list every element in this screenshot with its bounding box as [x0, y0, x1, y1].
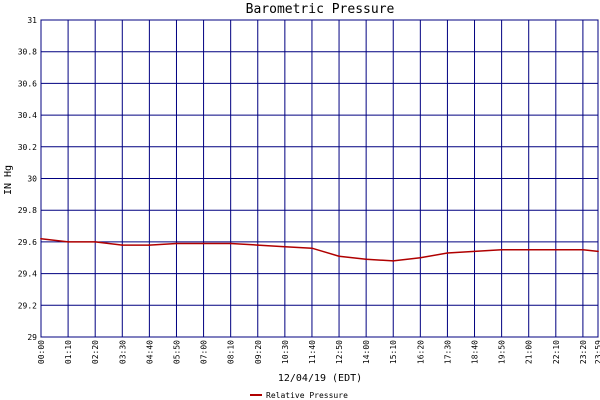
data-point [338, 255, 340, 258]
x-tick-label: 19:50 [498, 340, 507, 364]
x-tick-label: 08:10 [227, 340, 236, 364]
y-tick-label: 30.6 [18, 79, 37, 88]
chart-title: Barometric Pressure [246, 2, 395, 17]
series-line [40, 237, 599, 262]
y-tick-label: 30.8 [18, 48, 37, 57]
data-point [121, 244, 124, 246]
series-layer [40, 237, 599, 262]
y-tick-label: 31 [27, 16, 37, 25]
data-point [175, 242, 178, 245]
y-tick-label: 30.2 [18, 143, 37, 152]
x-axis-tick-labels: 00:00 01:10 02:20 03:30 04:40 05:50 07:00 08:10… [37, 340, 600, 364]
data-point [446, 252, 449, 254]
x-tick-label: 04:40 [145, 340, 154, 364]
data-point [597, 250, 599, 253]
x-tick-label: 23:20 [579, 340, 588, 364]
data-point [419, 256, 422, 259]
x-tick-label: 02:20 [91, 340, 100, 364]
data-point [283, 245, 286, 248]
legend: Relative Pressure [250, 391, 348, 400]
data-point [365, 258, 368, 261]
y-tick-label: 30 [27, 175, 37, 184]
y-tick-label: 29.6 [18, 238, 37, 247]
x-tick-label: 22:10 [552, 340, 561, 364]
y-tick-label: 29 [27, 333, 37, 342]
data-point [229, 242, 232, 245]
x-tick-label: 05:50 [172, 340, 181, 364]
horizontal-gridlines [41, 19, 598, 338]
y-tick-label: 29.4 [18, 270, 37, 279]
y-axis-label: IN Hg [3, 165, 14, 195]
x-tick-label: 18:40 [471, 340, 480, 364]
data-point [554, 248, 557, 251]
data-point [473, 250, 476, 253]
x-tick-label: 09:20 [254, 340, 263, 364]
x-tick-label: 01:10 [64, 340, 73, 364]
x-tick-label: 11:40 [308, 340, 317, 364]
y-tick-label: 30.4 [18, 111, 37, 120]
y-tick-label: 29.8 [18, 206, 37, 215]
data-point [500, 248, 503, 251]
x-tick-label: 15:10 [389, 340, 398, 364]
data-point [202, 242, 205, 245]
x-tick-label: 16:20 [416, 340, 425, 364]
x-tick-label: 03:30 [118, 340, 127, 364]
data-point [392, 260, 395, 262]
data-point [527, 248, 530, 251]
x-tick-label: 21:00 [525, 340, 534, 364]
data-point [94, 241, 97, 243]
y-axis-tick-labels: 29 29.2 29.4 29.6 29.8 30 30.2 30.4 30.6 30.8 31 [18, 16, 37, 342]
x-axis-label: 12/04/19 (EDT) [278, 373, 362, 384]
x-tick-label: 17:30 [443, 340, 452, 364]
data-point [256, 244, 259, 246]
x-tick-label: 12:50 [335, 340, 344, 364]
vertical-gridlines [40, 20, 599, 337]
x-tick-label: 07:00 [200, 340, 209, 364]
x-tick-label: 10:30 [281, 340, 290, 364]
x-tick-label: 14:00 [362, 340, 371, 364]
y-tick-label: 29.2 [18, 301, 37, 310]
legend-label: Relative Pressure [266, 391, 348, 400]
data-point [148, 244, 151, 246]
x-tick-label: 00:00 [37, 340, 46, 364]
data-point [582, 248, 584, 251]
data-point [40, 237, 42, 240]
data-point [311, 247, 313, 250]
data-point [67, 241, 69, 243]
x-tick-label: 23:59 [594, 340, 600, 364]
